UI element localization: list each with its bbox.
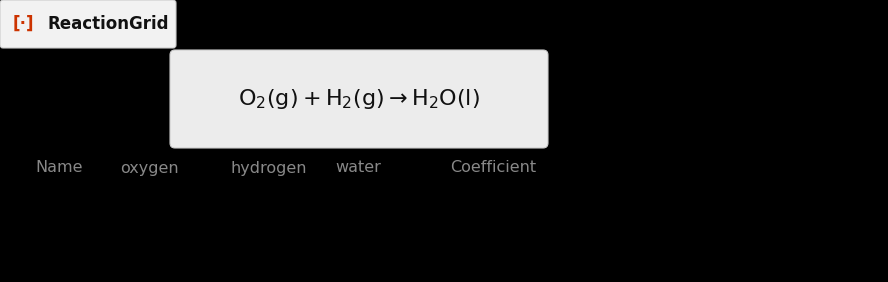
Text: hydrogen: hydrogen <box>230 160 306 175</box>
Text: [·]: [·] <box>12 15 34 33</box>
Text: Coefficient: Coefficient <box>450 160 536 175</box>
FancyBboxPatch shape <box>0 0 176 48</box>
FancyBboxPatch shape <box>170 50 548 148</box>
Text: Name: Name <box>35 160 83 175</box>
Text: $\rm O_2(g) + H_2(g) \rightarrow H_2O(l)$: $\rm O_2(g) + H_2(g) \rightarrow H_2O(l)… <box>238 87 480 111</box>
Text: ReactionGrid: ReactionGrid <box>47 15 169 33</box>
Text: oxygen: oxygen <box>120 160 178 175</box>
Text: water: water <box>335 160 381 175</box>
